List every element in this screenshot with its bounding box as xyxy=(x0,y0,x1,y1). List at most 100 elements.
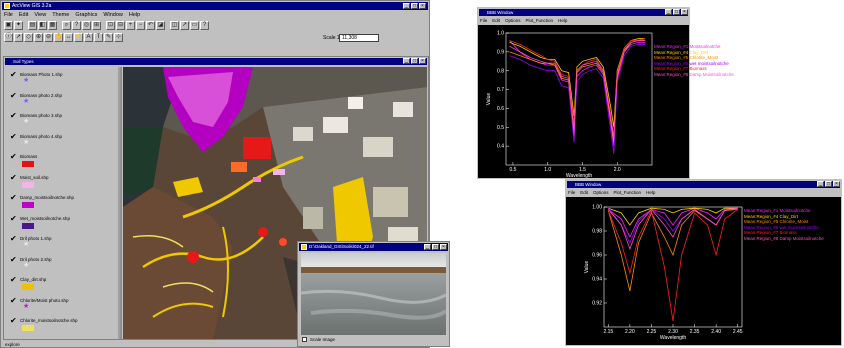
photo-minimize-icon[interactable]: _ xyxy=(424,244,431,250)
photo-close-icon[interactable]: × xyxy=(440,244,447,250)
plot1-menu-help[interactable]: Help xyxy=(558,18,568,23)
legend-item[interactable]: ✔ Damp_moistsoilnotche.shp xyxy=(10,194,120,212)
legend-item[interactable]: ✔ Moist_soil.shp xyxy=(10,172,120,192)
visibility-checkbox[interactable]: ✔ xyxy=(10,295,17,305)
plot2-menu-help[interactable]: Help xyxy=(646,190,656,195)
legend-item[interactable]: ✔ Biomass Photo 1.shp ★ xyxy=(10,71,120,89)
menu-help[interactable]: Help xyxy=(128,12,141,18)
plot1-menu-options[interactable]: Options xyxy=(505,18,521,23)
plot1-maximize-icon[interactable]: □ xyxy=(673,9,680,15)
vertex-edit-icon[interactable]: ◇ xyxy=(24,33,33,42)
query-icon[interactable]: ? xyxy=(72,21,81,30)
legend-item[interactable]: ✔ Dril photo 2.shp ★ xyxy=(10,254,120,274)
visibility-checkbox[interactable]: ✔ xyxy=(10,152,17,161)
layout-icon[interactable]: ▭ xyxy=(190,21,199,30)
menu-edit[interactable]: Edit xyxy=(18,12,29,18)
legend-scrollbar[interactable] xyxy=(118,67,120,339)
legend-item[interactable]: ✔ Chlorite/Moist photo.shp ★ xyxy=(10,295,120,315)
locate-icon[interactable]: ◎ xyxy=(82,21,91,30)
zoom-out-icon[interactable]: − xyxy=(136,21,145,30)
edit-legend-icon[interactable]: ◧ xyxy=(38,21,47,30)
visibility-checkbox[interactable]: ✔ xyxy=(10,234,17,243)
plot1-minimize-icon[interactable]: _ xyxy=(665,9,672,15)
zoom-in-icon[interactable]: + xyxy=(126,21,135,30)
legend-item[interactable]: ✔ Clay_dirt.shp xyxy=(10,276,120,294)
zoom-full-icon[interactable]: ⊞ xyxy=(92,21,101,30)
zoom-previous-icon[interactable]: ↶ xyxy=(146,21,155,30)
visibility-checkbox[interactable]: ✔ xyxy=(10,90,17,100)
scale-input[interactable]: 11,308 xyxy=(339,34,379,42)
visibility-checkbox[interactable]: ✔ xyxy=(10,275,17,284)
legend-item[interactable]: ✔ Chlorite_moistsoilnotche.shp xyxy=(10,317,120,335)
legend-item[interactable]: ✔ Biomass photo 2.shp ★ xyxy=(10,90,120,110)
maximize-icon[interactable]: □ xyxy=(411,3,418,9)
visibility-checkbox[interactable]: ✔ xyxy=(10,111,17,120)
visibility-checkbox[interactable]: ✔ xyxy=(10,213,17,223)
x-tick-label: 0.5 xyxy=(509,167,516,173)
plot-legend-entry: Mean:Region_#5 Chlorite_Moist xyxy=(654,55,719,60)
menu-window[interactable]: Window xyxy=(103,12,123,18)
menu-graphics[interactable]: Graphics xyxy=(75,12,98,18)
measure-tool-icon[interactable]: ↔ xyxy=(64,33,73,42)
draw-tool-icon[interactable]: ✎ xyxy=(104,33,113,42)
hotlink-tool-icon[interactable]: ⚡ xyxy=(74,33,83,42)
zoom-active-icon[interactable]: ⊡ xyxy=(106,21,115,30)
visibility-checkbox[interactable]: ✔ xyxy=(10,70,17,79)
save-icon[interactable]: ▣ xyxy=(4,21,13,30)
theme-properties-icon[interactable]: ▤ xyxy=(28,21,37,30)
plot1-close-icon[interactable]: × xyxy=(681,9,688,15)
text-tool-icon[interactable]: T xyxy=(94,33,103,42)
plot-legend-entry: Mean:Region_#8 Damp Moistsoilnotche xyxy=(654,71,734,77)
plot2-menu-plot-function[interactable]: Plot_Function xyxy=(613,190,642,195)
pan-tool-icon[interactable]: ✋ xyxy=(54,33,63,42)
menu-file[interactable]: File xyxy=(4,12,13,18)
find-icon[interactable]: ⌕ xyxy=(62,21,71,30)
legend-item-label: Biomass photo 2.shp xyxy=(20,92,63,98)
hotlink-icon[interactable]: ↗ xyxy=(180,21,189,30)
plot2-close-icon[interactable]: × xyxy=(833,181,840,187)
add-theme-icon[interactable]: ✦ xyxy=(14,21,23,30)
snap-tool-icon[interactable]: ⊹ xyxy=(114,33,123,42)
plot1-menu-edit[interactable]: Edit xyxy=(492,18,501,23)
zoom-selected-icon[interactable]: ⊟ xyxy=(116,21,125,30)
plot2-menu-file[interactable]: File xyxy=(568,190,576,195)
help-icon[interactable]: ? xyxy=(200,21,209,30)
plot2-menu-edit[interactable]: Edit xyxy=(580,190,589,195)
view-close-icon[interactable]: × xyxy=(419,58,426,64)
photo-maximize-icon[interactable]: □ xyxy=(432,244,439,250)
legend-item[interactable]: ✔ Wet_moistsoilnotche.shp xyxy=(10,213,120,233)
visibility-checkbox[interactable]: ✔ xyxy=(10,193,17,202)
zoom-in-tool-icon[interactable]: ⊕ xyxy=(34,33,43,42)
plot1-menu-plot-function[interactable]: Plot_Function xyxy=(525,18,554,23)
plot2-menu-options[interactable]: Options xyxy=(593,190,609,195)
plot2-window-controls: _ □ × xyxy=(817,181,840,187)
identify-tool-icon[interactable]: ⓘ xyxy=(4,33,13,42)
zoom-out-tool-icon[interactable]: ⊖ xyxy=(44,33,53,42)
app-icon xyxy=(4,3,10,9)
visibility-checkbox[interactable]: ✔ xyxy=(10,131,17,141)
label-tool-icon[interactable]: A xyxy=(84,33,93,42)
clear-selection-icon[interactable]: ◫ xyxy=(170,21,179,30)
select-features-icon[interactable]: ◪ xyxy=(156,21,165,30)
visibility-checkbox[interactable]: ✔ xyxy=(10,254,17,264)
plot1-menu-file[interactable]: File xyxy=(480,18,488,23)
legend-item[interactable]: ✔ Dril photo 1.shp ★ xyxy=(10,235,120,253)
visibility-checkbox[interactable]: ✔ xyxy=(10,316,17,325)
plot2-maximize-icon[interactable]: □ xyxy=(825,181,832,187)
legend-item[interactable]: ✔ Biomass xyxy=(10,153,120,171)
plot2-minimize-icon[interactable]: _ xyxy=(817,181,824,187)
view-maximize-icon[interactable]: □ xyxy=(411,58,418,64)
visibility-checkbox[interactable]: ✔ xyxy=(10,172,17,182)
close-icon[interactable]: × xyxy=(419,3,426,9)
scale-image-checkbox[interactable] xyxy=(302,337,307,342)
minimize-icon[interactable]: _ xyxy=(403,3,410,9)
open-table-icon[interactable]: ▦ xyxy=(48,21,57,30)
view-minimize-icon[interactable]: _ xyxy=(403,58,410,64)
legend-item[interactable]: ✔ Biomass photo 3.shp ★ xyxy=(10,112,120,130)
pointer-tool-icon[interactable]: ➚ xyxy=(14,33,23,42)
map-canvas[interactable] xyxy=(123,67,427,339)
menu-view[interactable]: View xyxy=(34,12,47,18)
menu-theme[interactable]: Theme xyxy=(52,12,70,18)
x-tick-label: 1.5 xyxy=(579,167,586,173)
legend-item[interactable]: ✔ Biomass photo 4.shp ★ xyxy=(10,131,120,151)
